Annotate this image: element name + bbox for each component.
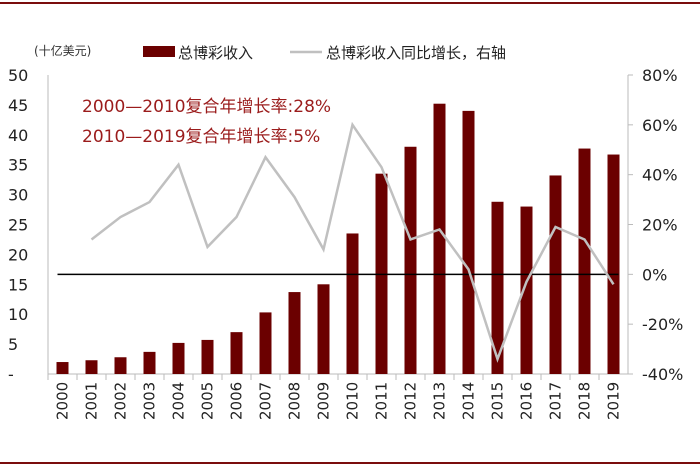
legend-bar-label: 总博彩收入 xyxy=(178,44,253,62)
bar-2002 xyxy=(114,357,127,374)
bar-2019 xyxy=(607,154,620,374)
x-tick-label: 2012 xyxy=(402,382,420,420)
x-tick-label: 2000 xyxy=(54,382,72,420)
right-tick-label: -20% xyxy=(642,315,683,334)
x-tick-label: 2013 xyxy=(431,382,449,420)
bar-2000 xyxy=(56,362,69,374)
x-tick-label: 2016 xyxy=(518,382,536,420)
x-tick-label: 2017 xyxy=(547,382,565,420)
x-tick-label: 2003 xyxy=(141,382,159,420)
x-tick-label: 2018 xyxy=(576,382,594,420)
bar-2003 xyxy=(143,351,156,374)
annotation-cagr-1: 2000—2010复合年增长率:28% xyxy=(82,97,331,117)
left-tick-label: 30 xyxy=(8,186,28,205)
left-tick-label: 15 xyxy=(8,275,28,294)
left-tick-label: 40 xyxy=(8,126,28,145)
growth-line xyxy=(90,121,615,363)
left-tick-label: 35 xyxy=(8,156,28,175)
bar-2007 xyxy=(259,312,272,374)
right-tick-label: 40% xyxy=(642,166,678,185)
left-tick-label: 25 xyxy=(8,216,28,235)
x-tick-label: 2007 xyxy=(257,382,275,420)
legend-bar-swatch xyxy=(143,46,175,57)
x-tick-label: 2008 xyxy=(286,382,304,420)
x-tick-label: 2009 xyxy=(315,382,333,420)
x-tick-label: 2005 xyxy=(199,382,217,420)
bar-2004 xyxy=(172,342,185,374)
unit-label: (十亿美元) xyxy=(34,43,91,58)
bar-2010 xyxy=(346,233,359,374)
bar-2013 xyxy=(433,103,446,374)
bar-2016 xyxy=(520,206,533,374)
left-tick-label: 50 xyxy=(8,66,28,85)
bar-2001 xyxy=(85,360,98,374)
x-tick-label: 2015 xyxy=(489,382,507,420)
x-tick-label: 2019 xyxy=(605,382,623,420)
bar-2012 xyxy=(404,146,417,374)
right-tick-label: 20% xyxy=(642,216,678,235)
left-tick-label: 5 xyxy=(8,335,18,354)
bar-2008 xyxy=(288,292,301,374)
x-tick-label: 2010 xyxy=(344,382,362,420)
x-tick-label: 2001 xyxy=(83,382,101,420)
left-tick-label: 45 xyxy=(8,96,28,115)
annotation-cagr-2: 2010—2019复合年增长率:5% xyxy=(82,127,320,147)
x-tick-label: 2011 xyxy=(373,382,391,420)
x-tick-label: 2006 xyxy=(228,382,246,420)
left-tick-label: - xyxy=(8,365,14,384)
bar-2015 xyxy=(491,201,504,374)
legend-line-label: 总博彩收入同比增长，右轴 xyxy=(326,44,506,62)
bar-2018 xyxy=(578,148,591,374)
x-tick-label: 2002 xyxy=(112,382,130,420)
right-tick-label: -40% xyxy=(642,365,683,384)
left-tick-label: 10 xyxy=(8,305,28,324)
right-tick-label: 60% xyxy=(642,116,678,135)
bar-2006 xyxy=(230,332,243,374)
x-tick-label: 2014 xyxy=(460,382,478,420)
right-tick-label: 0% xyxy=(642,265,667,284)
bar-2014 xyxy=(462,110,475,374)
left-tick-label: 20 xyxy=(8,245,28,264)
x-tick-label: 2004 xyxy=(170,382,188,420)
bar-2005 xyxy=(201,339,214,374)
right-tick-label: 80% xyxy=(642,66,678,85)
bar-2009 xyxy=(317,284,330,374)
